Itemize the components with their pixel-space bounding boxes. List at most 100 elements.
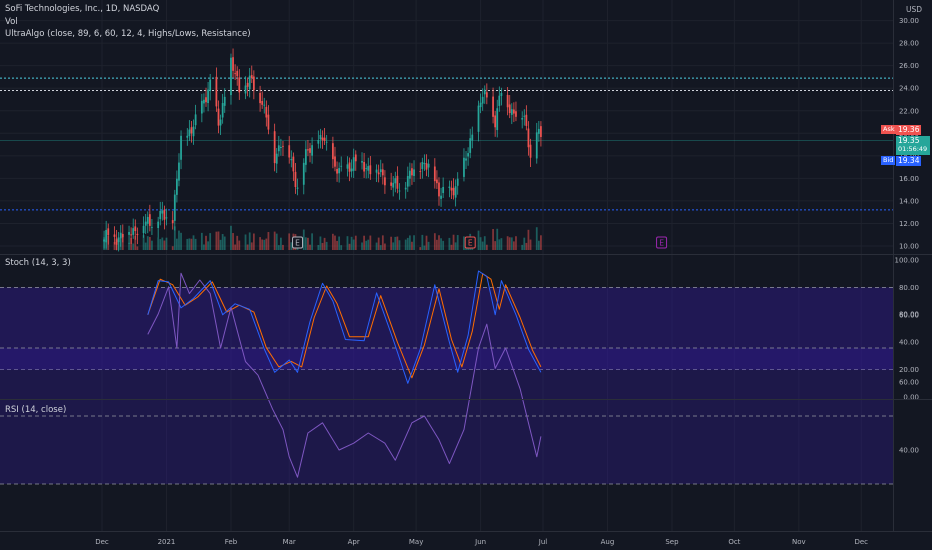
candle-body [194,114,197,126]
time-tick-label: Mar [283,538,296,546]
volume-bar [151,240,153,250]
stoch-d-line [147,273,542,379]
earnings-marker[interactable] [656,236,668,249]
candle-body [323,137,326,141]
candle-body [332,143,334,160]
rsi-tick-label: 40.00 [899,447,919,455]
candle-body [244,85,247,94]
volume-bar [512,241,515,250]
candle-body [296,187,299,189]
volume-bar [142,235,145,250]
earnings-marker[interactable] [464,236,476,249]
candle-body [529,144,532,158]
candle-body [375,169,378,173]
volume-bar [421,234,424,250]
volume-bar [483,236,486,250]
candle-body [348,162,351,172]
volume-bar [392,242,395,250]
volume-bar [492,229,494,250]
candle-body [521,118,524,120]
candle-body [540,126,542,137]
symbol-legend[interactable]: SoFi Technologies, Inc., 1D, NASDAQ [5,4,160,14]
candle-body [188,129,191,137]
candle-body [498,95,501,106]
earnings-marker[interactable] [292,236,304,249]
volume-bar [219,239,222,250]
volume-bar [332,233,334,250]
candle-body [411,168,413,176]
volume-bar [450,244,453,250]
volume-bar [535,227,538,250]
candle-body [419,171,422,172]
rsi-line [147,272,542,478]
earnings-marker-label: E [468,239,473,248]
volume-bar [390,236,393,250]
candle-body [317,139,320,144]
time-tick-label: May [409,538,423,546]
candle-body [176,178,178,195]
volume-bar [232,233,234,250]
indicator-bands [0,286,893,485]
candle-body [215,76,218,107]
volume-bar [336,240,338,250]
ask-label: Ask [881,125,897,134]
stoch-tick-label: 100.00 [895,257,920,265]
candle-body [354,154,357,162]
volume-bar [436,239,438,250]
volume-bar [165,237,168,250]
candle-body [512,109,515,114]
volume-bar [427,241,430,250]
candle-body [207,89,209,104]
earnings-marker-label: E [659,239,664,248]
volume-bar [246,244,249,250]
candle-body [136,233,139,236]
candle-body [440,195,442,199]
volume-bar [132,243,135,250]
candle-body [144,221,147,226]
time-tick-label: Apr [348,538,360,546]
candle-body [494,115,497,128]
rsi-legend[interactable]: RSI (14, close) [5,405,67,415]
volume-bar [321,242,324,250]
volume-bar [379,245,382,250]
price-tick-label: 14.00 [899,197,919,205]
volume-bar [510,237,513,250]
candle-body [467,153,469,157]
candle-body [165,217,168,219]
volume-bar [157,237,160,250]
candle-body [277,145,280,152]
candles[interactable] [103,48,542,252]
candle-body [205,97,207,103]
volume-bar [529,239,532,250]
candle-body [469,138,472,153]
candle-body [496,108,499,131]
volume-bar [346,236,349,250]
volume-bar [367,239,370,250]
candle-body [448,186,451,189]
volume-bar [261,239,264,250]
candle-body [234,73,237,75]
currency-label: USD [906,5,923,14]
volume-bar [200,232,203,250]
time-tick-label: Sep [665,538,679,546]
indicator-legend[interactable]: UltraAlgo (close, 89, 6, 60, 12, 4, High… [5,29,251,39]
volume-bar [396,236,399,250]
volume-bar [463,236,465,250]
volume-bar [317,245,320,250]
volume-legend[interactable]: Vol [5,17,18,27]
candle-body [319,134,322,140]
stoch-legend[interactable]: Stoch (14, 3, 3) [5,258,71,268]
candle-body [425,163,428,170]
candle-body [510,109,513,115]
candle-body [379,169,382,173]
candle-body [369,165,372,175]
volume-bar [334,235,336,250]
volume-bar [521,244,524,250]
candle-body [203,99,205,104]
price-tick-label: 10.00 [899,243,919,251]
candle-body [361,161,363,163]
volume-bar [442,240,445,250]
